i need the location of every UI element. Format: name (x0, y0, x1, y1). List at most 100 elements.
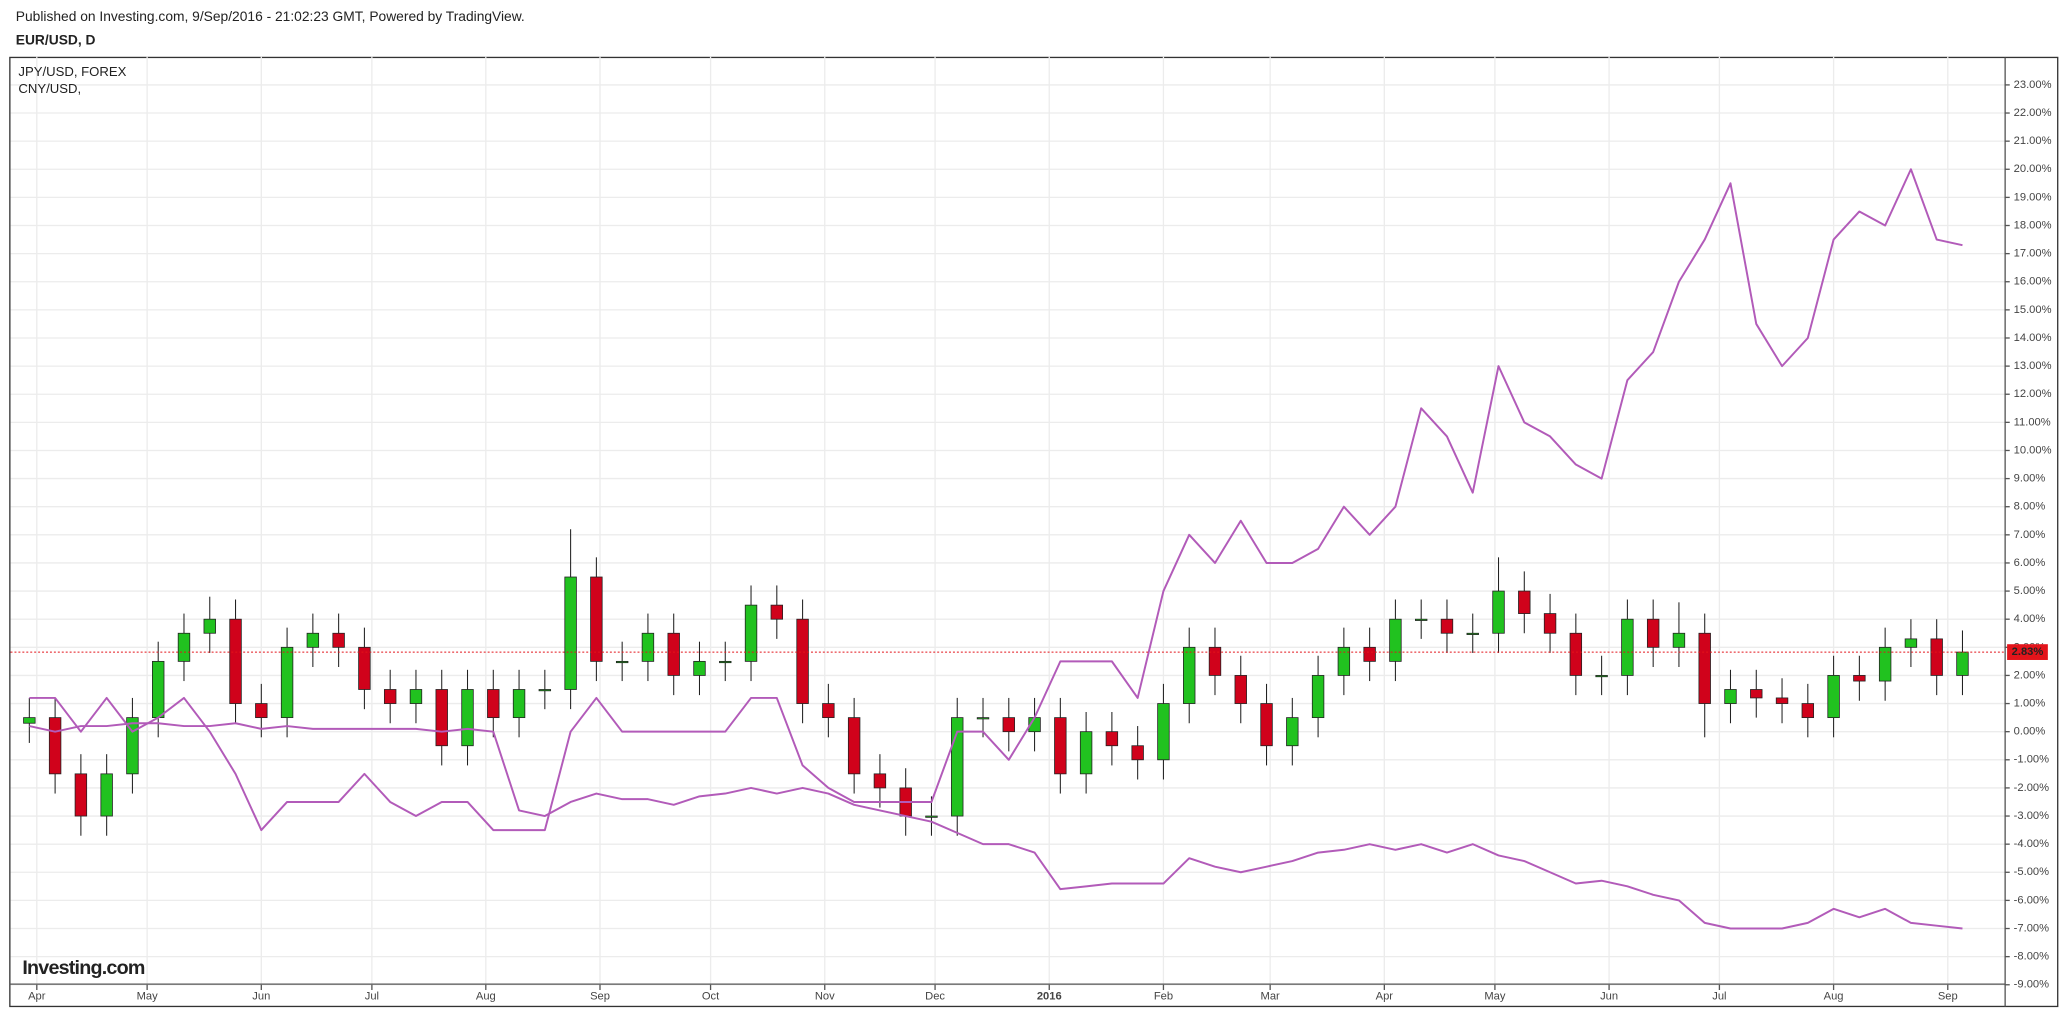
candle-body (667, 632, 680, 676)
logo: Investing.com (22, 957, 144, 979)
x-tick-label: Jun (252, 991, 270, 1003)
candle-body (1672, 632, 1686, 648)
candle-body (203, 618, 216, 634)
candle-body (1956, 651, 1969, 676)
x-tick-label: Jun (1600, 991, 1618, 1003)
y-tick-label: 1.00% (2014, 698, 2046, 710)
candle-body (1750, 689, 1763, 699)
y-tick-label: -6.00% (2014, 894, 2049, 906)
candle-body (1775, 697, 1789, 704)
candle-body (1827, 675, 1840, 719)
x-tick-label: Mar (1261, 991, 1280, 1003)
y-tick-label: 13.00% (2014, 360, 2052, 372)
candle-body (100, 773, 113, 817)
legend-entry: CNY/USD, (18, 81, 81, 96)
x-tick-label: Sep (590, 991, 610, 1003)
candle-body (126, 717, 139, 775)
candle-body (847, 717, 861, 775)
y-tick-label: 0.00% (2014, 726, 2046, 738)
candle-body (1131, 745, 1144, 761)
candle-body (873, 773, 887, 789)
x-tick-label: Apr (28, 991, 46, 1003)
y-tick-label: -9.00% (2014, 979, 2049, 991)
candle-body (1079, 731, 1093, 775)
candle-body (1286, 717, 1299, 747)
y-tick-label: -7.00% (2014, 922, 2049, 934)
x-tick-label: May (1484, 991, 1505, 1003)
candle-body (23, 717, 36, 724)
candle-body (1234, 675, 1247, 704)
y-tick-label: 14.00% (2014, 332, 2052, 344)
x-tick-label: 2016 (1037, 991, 1062, 1003)
axes-layer: 23.00% 22.00% 21.00% 20.00% 19.00% 18.00% 17.0… (28, 79, 2051, 1003)
chart-title: EUR/USD, D (16, 33, 96, 48)
candle-body (1183, 646, 1196, 704)
candle-body (1414, 618, 1428, 621)
y-tick-label: 23.00% (2014, 79, 2052, 91)
candle-body (1311, 675, 1325, 719)
candle-body (1724, 689, 1737, 704)
y-tick-label: 12.00% (2014, 388, 2052, 400)
candle-body (744, 604, 758, 662)
candle-body (1595, 675, 1608, 678)
y-tick-label: -4.00% (2014, 838, 2049, 850)
candle-body (1337, 646, 1351, 676)
y-tick-label: 10.00% (2014, 444, 2052, 456)
candle-body (1801, 703, 1815, 719)
legend-entry: JPY/USD, FOREX (18, 64, 126, 79)
y-tick-label: 6.00% (2014, 557, 2046, 569)
candle-body (590, 576, 603, 662)
y-tick-label: 22.00% (2014, 107, 2052, 119)
candle-body (1389, 618, 1402, 662)
y-tick-label: 5.00% (2014, 585, 2046, 597)
candle-body (641, 632, 655, 662)
candle-body (1105, 731, 1119, 747)
x-tick-label: May (137, 991, 158, 1003)
x-tick-label: Dec (925, 991, 945, 1003)
y-tick-label: 20.00% (2014, 163, 2052, 175)
candle-body (255, 703, 268, 719)
candle-body (1363, 646, 1376, 662)
y-tick-label: 11.00% (2014, 416, 2051, 428)
candle-body (1054, 717, 1067, 775)
x-tick-label: Oct (702, 991, 720, 1003)
candle-body (1440, 618, 1454, 634)
candle-body (1260, 703, 1273, 747)
x-tick-label: Jul (1712, 991, 1726, 1003)
y-tick-label: 16.00% (2014, 276, 2052, 288)
candle-body (1208, 646, 1222, 676)
candle-body (976, 717, 990, 720)
candle-body (1878, 646, 1892, 682)
candle-body (177, 632, 191, 662)
candle-body (796, 618, 809, 704)
candle-body (822, 703, 835, 719)
y-tick-label: -2.00% (2014, 782, 2049, 794)
series-line (29, 168, 1963, 832)
y-tick-label: -3.00% (2014, 810, 2049, 822)
last-value-label: 2.83% (2012, 646, 2044, 658)
candle-body (1466, 632, 1479, 635)
x-tick-label: Feb (1154, 991, 1173, 1003)
chart-frame (9, 56, 2059, 1008)
y-tick-label: 7.00% (2014, 529, 2046, 541)
marks-layer (10, 168, 2005, 930)
candle-body (409, 689, 423, 704)
last-value-badge (2007, 644, 2048, 660)
y-tick-label: 4.00% (2014, 613, 2046, 625)
candle-body (512, 689, 526, 719)
candle-body (1002, 717, 1015, 733)
candle-body (358, 646, 371, 690)
candle-body (1157, 703, 1170, 761)
candle-body (951, 717, 964, 817)
x-tick-label: Apr (1376, 991, 1394, 1003)
candle-body (1930, 638, 1943, 676)
candle-body (74, 773, 88, 817)
x-tick-label: Aug (476, 991, 496, 1003)
candle-body (1518, 590, 1531, 614)
candle-body (1698, 632, 1711, 704)
candle-body (1646, 618, 1660, 648)
candle-body (332, 632, 345, 648)
